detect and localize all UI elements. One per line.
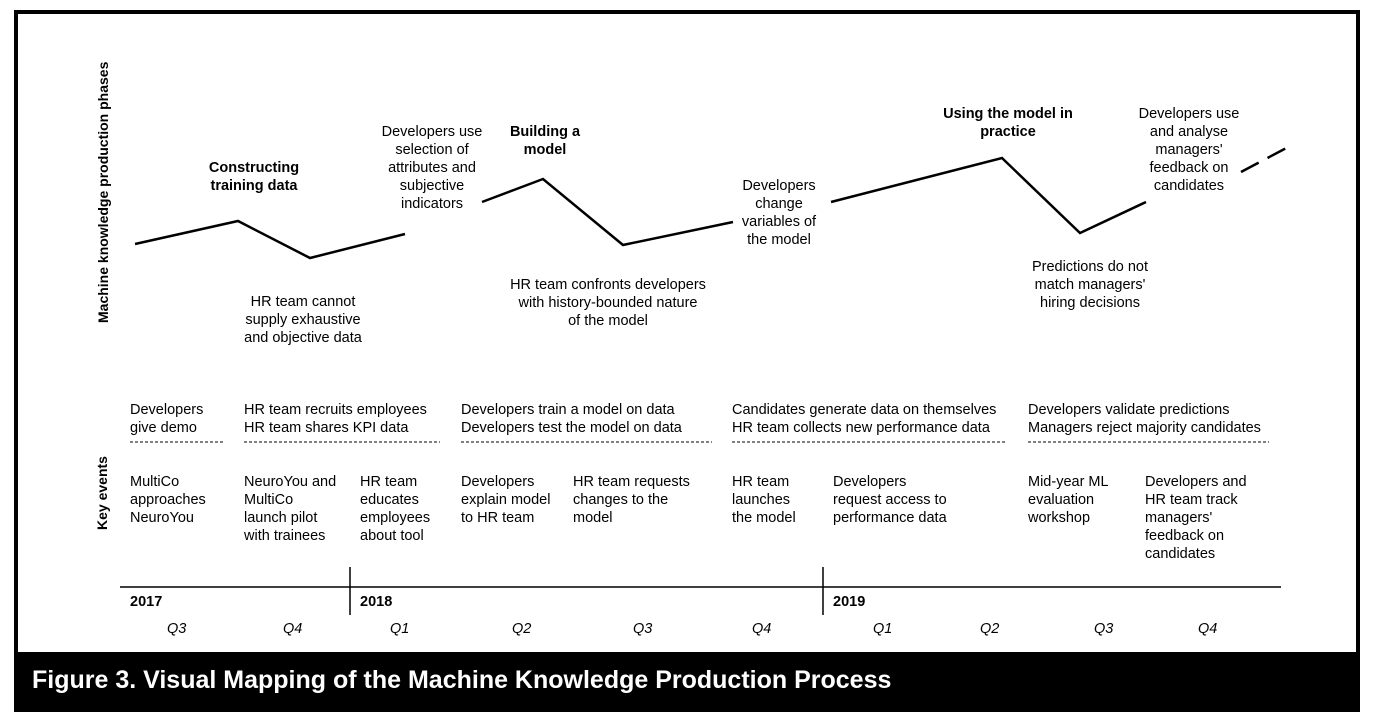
event-launch-pilot: NeuroYou and MultiCo launch pilot with t… (244, 474, 337, 544)
quarter-label: Q3 (167, 621, 187, 637)
event-summary-2: HR team recruits employees HR team share… (244, 402, 427, 436)
annotation-dev-change-variables: Developers change variables of the model (741, 178, 817, 248)
phase-title-using: Using the model in practice (943, 106, 1073, 140)
annotation-hr-confronts: HR team confronts developers with histor… (510, 277, 706, 329)
annotation-hr-cannot-supply: HR team cannot supply exhaustive and obj… (244, 294, 362, 346)
quarter-label: Q3 (1094, 621, 1114, 637)
annotation-predictions-mismatch: Predictions do not match managers' hirin… (1031, 259, 1149, 311)
phase-line-1 (134, 219, 406, 260)
event-summary-4: Candidates generate data on themselves H… (732, 402, 997, 436)
phase-line-dashed (1240, 143, 1293, 174)
quarter-label: Q3 (633, 621, 653, 637)
quarter-label: Q2 (980, 621, 1000, 637)
phase-line-3 (830, 156, 1147, 235)
year-2017: 2017 (130, 594, 163, 610)
quarter-label: Q1 (873, 621, 893, 637)
quarter-label: Q2 (512, 621, 532, 637)
diagram-panel (18, 14, 1356, 652)
phase-title-constructing: Constructing training data (208, 160, 300, 194)
phase-title-building: Building a model (509, 124, 581, 158)
year-2019: 2019 (833, 594, 866, 610)
quarter-label: Q4 (1198, 621, 1218, 637)
event-hr-launches-model: HR team launches the model (732, 474, 796, 526)
event-summary-3: Developers train a model on data Develop… (461, 402, 682, 436)
event-midyear-workshop: Mid-year ML evaluation workshop (1028, 474, 1109, 526)
event-summary-5: Developers validate predictions Managers… (1028, 402, 1261, 436)
annotation-dev-use-selection: Developers use selection of attributes a… (381, 124, 483, 212)
figure-caption: Figure 3. Visual Mapping of the Machine … (32, 666, 892, 694)
event-summary-1: Developers give demo (130, 402, 204, 436)
quarter-label: Q1 (390, 621, 410, 637)
phases-axis-label: Machine knowledge production phases (95, 61, 111, 323)
phase-trajectory (134, 143, 1293, 260)
caption-bar: Figure 3. Visual Mapping of the Machine … (18, 654, 1356, 710)
event-dev-request-access: Developers request access to performance… (833, 474, 947, 526)
events-axis-label: Key events (94, 456, 110, 530)
year-2018: 2018 (360, 594, 393, 610)
event-track-feedback: Developers and HR team track managers' f… (1145, 474, 1247, 562)
figure-frame: Figure 3. Visual Mapping of the Machine … (14, 10, 1360, 712)
event-dev-explain-model: Developers explain model to HR team (461, 474, 551, 526)
annotation-dev-use-feedback: Developers use and analyse managers' fee… (1138, 106, 1240, 194)
phase-line-2 (481, 177, 734, 247)
quarter-label: Q4 (283, 621, 303, 637)
event-hr-requests-changes: HR team requests changes to the model (573, 474, 690, 526)
quarter-label: Q4 (752, 621, 772, 637)
event-hr-educates: HR team educates employees about tool (360, 474, 431, 544)
event-multico-approaches: MultiCo approaches NeuroYou (130, 474, 206, 526)
